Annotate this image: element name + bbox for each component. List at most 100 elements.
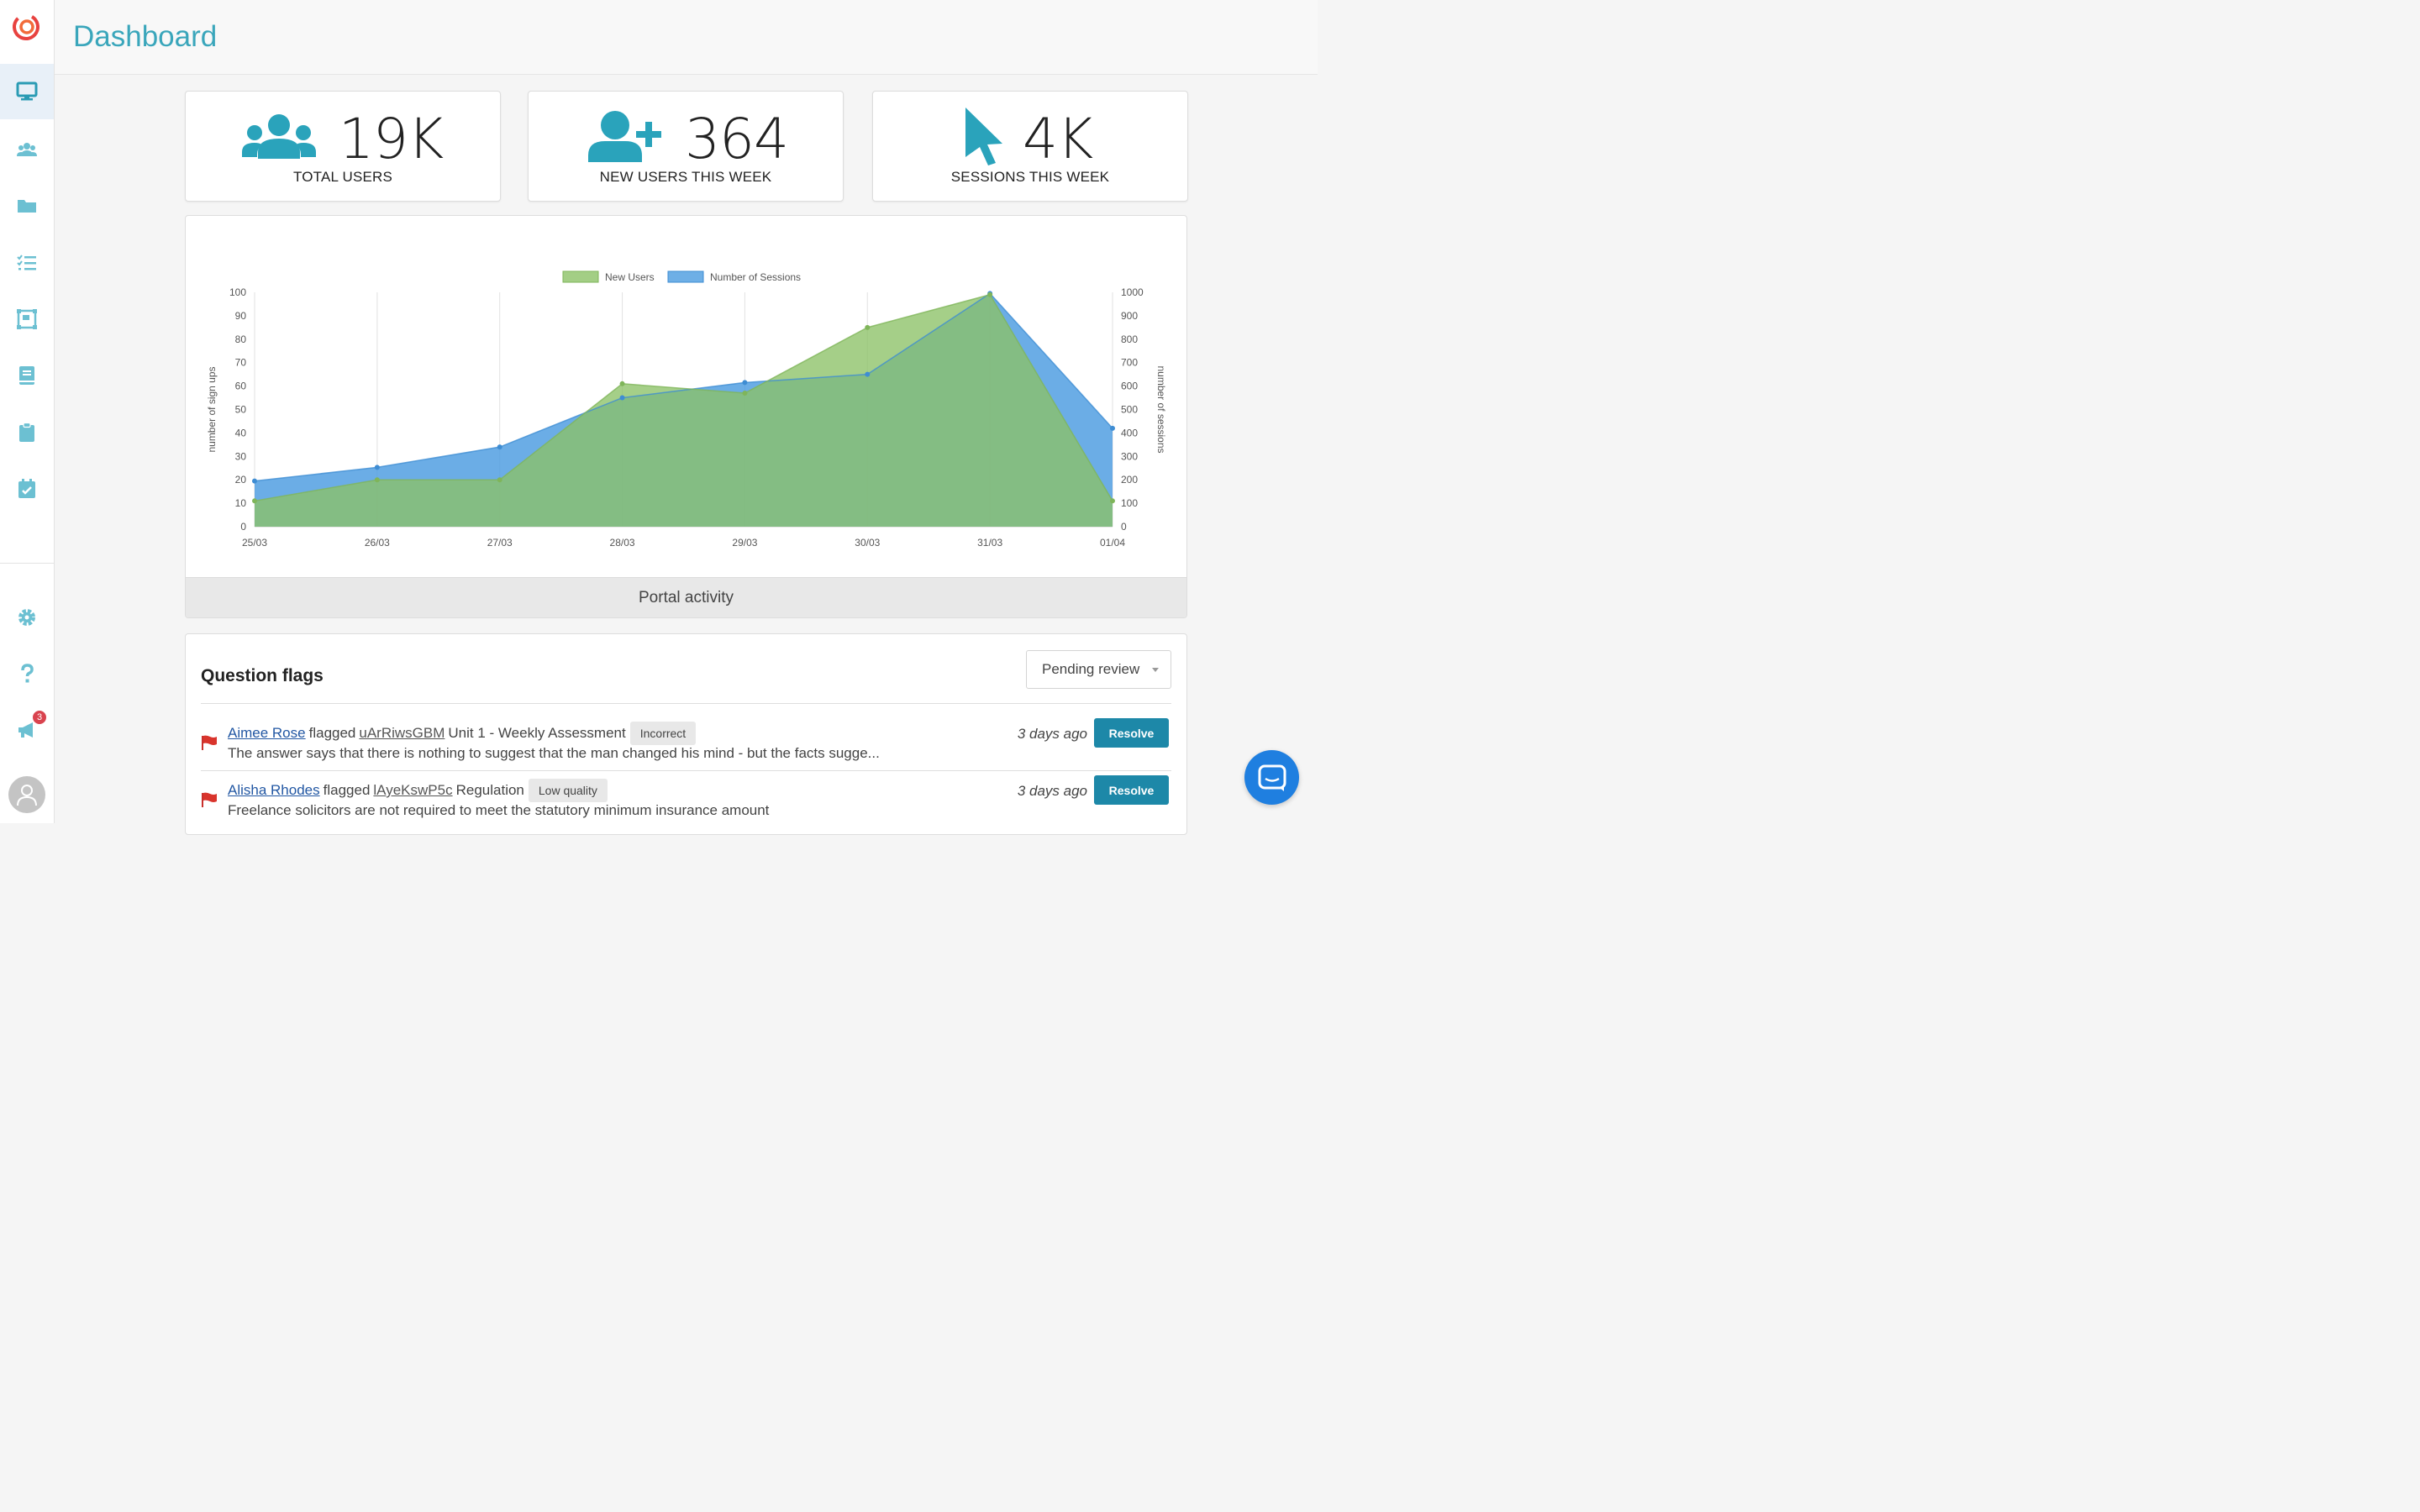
chart-point: [1110, 498, 1115, 504]
y-tick-label: 30: [235, 450, 247, 462]
chart-area-new-users: [255, 294, 1113, 527]
user-plus-icon: [588, 111, 661, 162]
stat-label: TOTAL USERS: [292, 169, 393, 185]
y-tick-label: 60: [235, 381, 247, 392]
question-flags-panel: Question flags Pending review Aimee Rose…: [185, 633, 1187, 835]
chart-point: [742, 390, 748, 396]
chat-icon: [1258, 764, 1286, 791]
y2-tick-label: 800: [1121, 333, 1138, 345]
chart-point: [1110, 425, 1115, 431]
x-tick-label: 28/03: [610, 537, 635, 549]
x-tick-label: 25/03: [242, 537, 267, 549]
sidebar-item-tasks[interactable]: [0, 235, 54, 291]
y-tick-label: 80: [235, 333, 247, 345]
chart-panel-footer: Portal activity: [186, 577, 1186, 617]
y-tick-label: 90: [235, 310, 247, 322]
flag-reason-tag: Incorrect: [629, 722, 697, 745]
sidebar-item-help[interactable]: [0, 646, 54, 701]
cursor-icon: [965, 108, 1002, 165]
sidebar-item-files[interactable]: [0, 178, 54, 234]
stat-label: NEW USERS THIS WEEK: [599, 169, 772, 185]
sidebar-item-users[interactable]: [0, 122, 54, 177]
chart-point: [865, 324, 871, 330]
stat-card-total-users: 19K TOTAL USERS: [185, 91, 501, 202]
flag-comment: Freelance solicitors are not required to…: [228, 802, 770, 818]
flag-user-link[interactable]: Alisha Rhodes: [228, 782, 320, 798]
y2-tick-label: 700: [1121, 357, 1138, 369]
sidebar-item-diagrams[interactable]: [0, 291, 54, 347]
clipboard-icon: [19, 422, 34, 442]
flag-item: Alisha Rhodes flagged lAyeKswP5c Regulat…: [201, 774, 1171, 831]
chart-point: [497, 444, 502, 450]
y2-axis-label: number of sessions: [1155, 365, 1167, 453]
notification-badge: 3: [32, 710, 47, 725]
legend-label: New Users: [605, 271, 655, 283]
flag-context: Unit 1 - Weekly Assessment: [448, 725, 626, 741]
flag-question-link[interactable]: uArRiwsGBM: [359, 725, 445, 741]
page-title: Dashboard: [73, 20, 218, 53]
stat-value: 4K: [1023, 107, 1093, 171]
flag-icon: [202, 735, 217, 750]
y2-tick-label: 300: [1121, 450, 1138, 462]
flag-verb: flagged: [308, 725, 356, 741]
chart-point: [374, 465, 380, 470]
chat-launcher-button[interactable]: [1244, 750, 1299, 805]
folder-icon: [18, 200, 36, 213]
legend-swatch: [667, 270, 704, 283]
flag-verb: flagged: [323, 782, 371, 798]
flag-status-filter[interactable]: Pending review: [1026, 650, 1171, 689]
calendar-check-icon: [18, 479, 35, 498]
diagram-icon: [17, 309, 37, 329]
stat-value: 364: [685, 107, 789, 171]
x-tick-label: 27/03: [487, 537, 513, 549]
chevron-down-icon: [1152, 668, 1159, 672]
x-tick-label: 01/04: [1100, 537, 1125, 549]
sidebar-item-dashboard[interactable]: [0, 64, 54, 119]
flag-user-link[interactable]: Aimee Rose: [228, 725, 306, 741]
y-tick-label: 0: [240, 521, 246, 533]
monitor-icon: [16, 81, 38, 101]
x-tick-label: 29/03: [732, 537, 757, 549]
flag-timestamp: 3 days ago: [1017, 726, 1087, 742]
users-icon: [17, 143, 37, 156]
portal-activity-chart: 0102030405060708090100010020030040050060…: [206, 270, 1167, 549]
y2-tick-label: 200: [1121, 474, 1138, 486]
sidebar-item-settings[interactable]: [0, 590, 54, 645]
stat-label: SESSIONS THIS WEEK: [950, 169, 1110, 185]
chart-point: [742, 380, 748, 386]
chart-point: [987, 291, 993, 297]
sidebar: 3: [0, 0, 55, 823]
y-tick-label: 100: [229, 286, 246, 298]
help-icon: [21, 664, 34, 683]
book-icon: [19, 366, 34, 385]
y-tick-label: 10: [235, 497, 247, 509]
y2-tick-label: 1000: [1121, 286, 1144, 298]
flag-timestamp: 3 days ago: [1017, 783, 1087, 799]
stat-card-sessions: 4K SESSIONS THIS WEEK: [872, 91, 1188, 202]
avatar[interactable]: [8, 776, 45, 813]
x-tick-label: 26/03: [365, 537, 390, 549]
legend-swatch: [562, 270, 599, 283]
y2-tick-label: 900: [1121, 310, 1138, 322]
flag-question-link[interactable]: lAyeKswP5c: [373, 782, 453, 798]
megaphone-icon: [18, 722, 33, 738]
flags-title: Question flags: [201, 666, 324, 685]
app-logo[interactable]: [11, 12, 41, 42]
resolve-button[interactable]: Resolve: [1094, 775, 1169, 805]
sidebar-item-assessments[interactable]: [0, 405, 54, 460]
sidebar-item-announcements[interactable]: [0, 702, 54, 758]
sidebar-item-library[interactable]: [0, 348, 54, 403]
sidebar-item-calendar[interactable]: [0, 461, 54, 517]
gear-icon: [18, 609, 35, 626]
users-group-icon: [242, 114, 316, 159]
flag-summary: Aimee Rose flagged uArRiwsGBM Unit 1 - W…: [228, 722, 697, 745]
y-tick-label: 70: [235, 357, 247, 369]
checklist-icon: [17, 255, 36, 270]
legend-label: Number of Sessions: [710, 271, 801, 283]
y2-tick-label: 600: [1121, 381, 1138, 392]
flags-divider: [201, 703, 1171, 704]
resolve-button[interactable]: Resolve: [1094, 718, 1169, 748]
flag-comment: The answer says that there is nothing to…: [228, 745, 880, 761]
chart-point: [252, 478, 257, 484]
sidebar-divider: [0, 563, 54, 564]
